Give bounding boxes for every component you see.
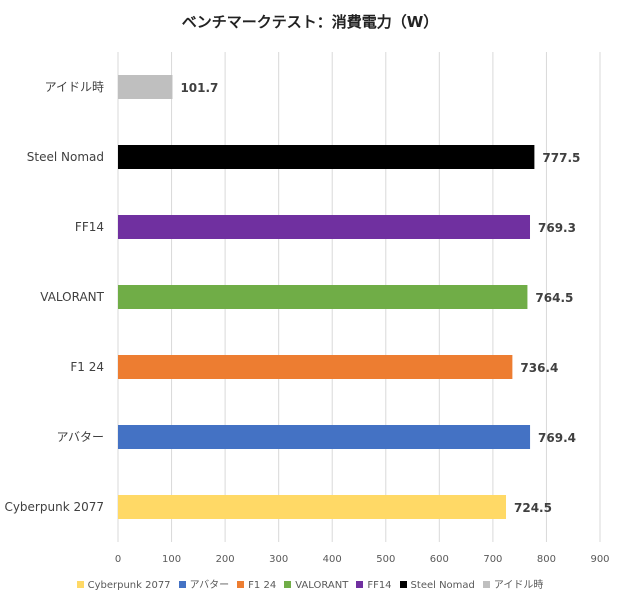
legend-label: アイドル時 bbox=[493, 580, 544, 591]
x-tick-label: 100 bbox=[162, 554, 181, 565]
x-tick-label: 800 bbox=[537, 554, 556, 565]
legend-label: Cyberpunk 2077 bbox=[87, 580, 171, 591]
legend-item: Cyberpunk 2077 bbox=[76, 580, 171, 591]
x-tick-label: 600 bbox=[430, 554, 449, 565]
legend-label: F1 24 bbox=[248, 580, 277, 591]
legend-swatch bbox=[482, 581, 490, 588]
bar bbox=[118, 75, 173, 99]
category-label: Steel Nomad bbox=[27, 150, 104, 164]
legend-swatch bbox=[237, 581, 245, 588]
legend-item: VALORANT bbox=[284, 580, 348, 591]
data-label: 769.3 bbox=[538, 221, 576, 235]
category-label: Cyberpunk 2077 bbox=[4, 500, 104, 514]
legend-label: アバター bbox=[189, 580, 230, 591]
x-tick-label: 500 bbox=[376, 554, 395, 565]
x-tick-label: 400 bbox=[323, 554, 342, 565]
legend-item: アイドル時 bbox=[482, 576, 544, 591]
x-tick-label: 200 bbox=[216, 554, 235, 565]
legend-item: FF14 bbox=[356, 580, 392, 591]
x-tick-label: 0 bbox=[115, 554, 121, 565]
data-label: 736.4 bbox=[520, 361, 558, 375]
x-tick-label: 300 bbox=[269, 554, 288, 565]
data-label: 724.5 bbox=[514, 501, 552, 515]
legend-item: F1 24 bbox=[237, 580, 276, 591]
data-label: 777.5 bbox=[542, 151, 580, 165]
category-label: FF14 bbox=[75, 220, 104, 234]
bar bbox=[118, 425, 531, 449]
category-label: VALORANT bbox=[40, 290, 104, 304]
legend-swatch bbox=[284, 581, 292, 588]
bar bbox=[118, 215, 531, 239]
data-label: 764.5 bbox=[535, 291, 573, 305]
bar bbox=[118, 355, 513, 379]
legend-swatch bbox=[399, 581, 407, 588]
legend-item: Steel Nomad bbox=[399, 580, 475, 591]
legend-swatch bbox=[178, 581, 186, 588]
legend-label: VALORANT bbox=[295, 580, 349, 591]
bar bbox=[118, 145, 535, 169]
data-label: 101.7 bbox=[180, 81, 218, 95]
data-label: 769.4 bbox=[538, 431, 576, 445]
legend-item: アバター bbox=[178, 576, 230, 591]
category-label: アバター bbox=[56, 430, 104, 444]
bar bbox=[118, 495, 507, 519]
category-label: F1 24 bbox=[70, 360, 104, 374]
bar bbox=[118, 285, 528, 309]
legend-label: Steel Nomad bbox=[410, 580, 475, 591]
legend-swatch bbox=[76, 581, 84, 588]
chart-title: ベンチマークテスト：消費電力（W） bbox=[181, 13, 439, 31]
legend-swatch bbox=[356, 581, 364, 588]
x-tick-label: 900 bbox=[590, 554, 609, 565]
x-tick-label: 700 bbox=[483, 554, 502, 565]
category-label: アイドル時 bbox=[45, 80, 104, 94]
legend-label: FF14 bbox=[367, 580, 392, 591]
legend: Cyberpunk 2077 アバター F1 24 VALORANT FF14 Steel… bbox=[0, 576, 620, 591]
